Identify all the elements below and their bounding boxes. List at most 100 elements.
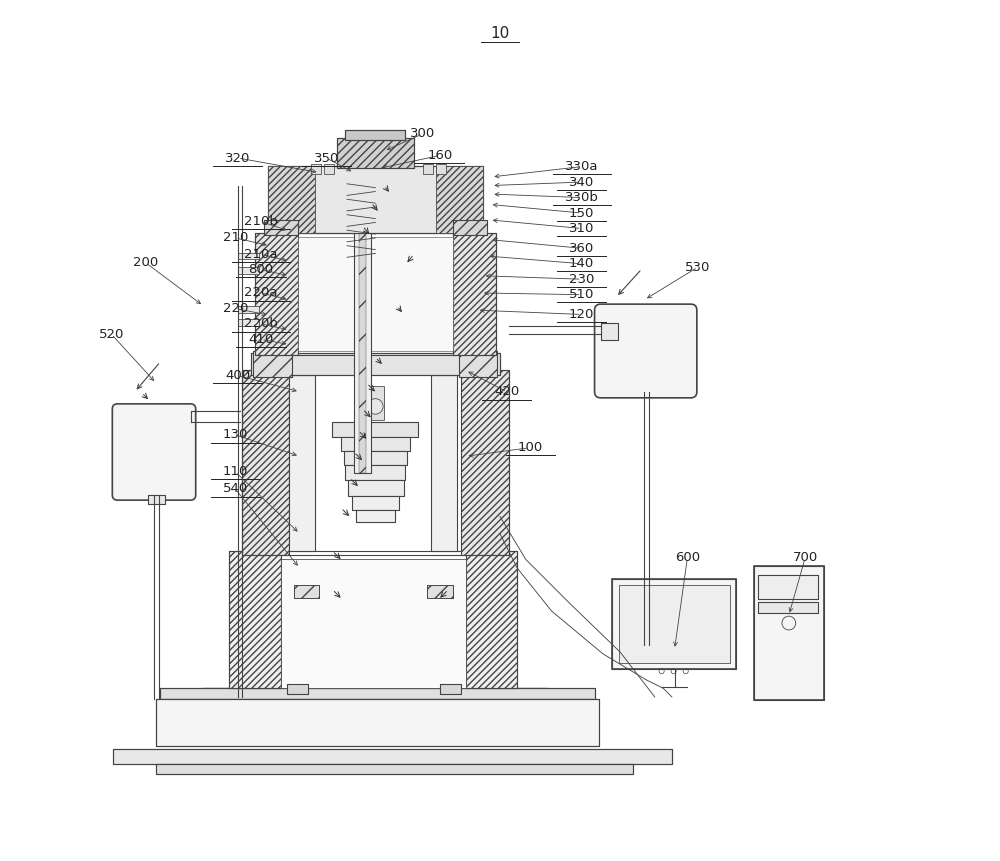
- Circle shape: [368, 399, 383, 414]
- Text: 360: 360: [569, 242, 594, 255]
- Text: 420: 420: [494, 386, 520, 399]
- Bar: [289, 375, 315, 551]
- Text: 320: 320: [225, 152, 251, 164]
- Bar: [356, 510, 395, 522]
- Bar: [264, 220, 298, 235]
- Text: 220a: 220a: [244, 287, 278, 300]
- Bar: [251, 353, 500, 375]
- Bar: [758, 575, 818, 599]
- Bar: [431, 375, 457, 551]
- Bar: [253, 351, 292, 377]
- Bar: [238, 306, 259, 313]
- Text: 310: 310: [569, 222, 594, 235]
- Bar: [264, 220, 298, 235]
- Bar: [160, 689, 595, 698]
- Text: 330b: 330b: [565, 191, 599, 204]
- Bar: [268, 165, 483, 232]
- Bar: [324, 164, 334, 174]
- Text: 350: 350: [314, 152, 339, 164]
- Bar: [352, 496, 399, 510]
- Text: 160: 160: [427, 149, 452, 162]
- Text: 210: 210: [223, 232, 248, 245]
- Bar: [453, 232, 496, 355]
- Bar: [341, 437, 410, 451]
- Bar: [612, 579, 736, 670]
- Text: 520: 520: [99, 328, 124, 341]
- Bar: [337, 139, 414, 168]
- Text: 700: 700: [793, 551, 818, 564]
- Bar: [427, 585, 453, 598]
- Bar: [148, 495, 165, 504]
- Text: 200: 200: [133, 257, 158, 269]
- Bar: [156, 698, 599, 746]
- Bar: [754, 567, 824, 699]
- Bar: [156, 698, 599, 746]
- Text: 330a: 330a: [565, 160, 598, 173]
- FancyBboxPatch shape: [112, 404, 196, 500]
- Bar: [461, 370, 509, 555]
- Bar: [356, 510, 395, 522]
- Text: 100: 100: [517, 441, 543, 455]
- Text: 10: 10: [490, 26, 510, 40]
- Bar: [453, 220, 487, 235]
- Bar: [345, 465, 405, 480]
- Bar: [332, 422, 418, 437]
- Bar: [427, 585, 453, 598]
- Bar: [436, 165, 483, 232]
- Bar: [344, 451, 407, 465]
- Text: 540: 540: [223, 482, 248, 495]
- Bar: [298, 237, 453, 350]
- Text: 220b: 220b: [244, 318, 278, 331]
- Bar: [352, 496, 399, 510]
- Text: 300: 300: [410, 127, 435, 140]
- Text: 230: 230: [569, 273, 594, 286]
- Bar: [754, 567, 824, 699]
- Text: 510: 510: [569, 288, 594, 301]
- Bar: [440, 684, 461, 695]
- Bar: [345, 130, 405, 140]
- Bar: [332, 422, 418, 437]
- Bar: [238, 252, 259, 259]
- Text: 530: 530: [685, 261, 710, 274]
- Text: 140: 140: [569, 257, 594, 270]
- Bar: [242, 370, 289, 555]
- Text: 400: 400: [225, 369, 250, 382]
- Bar: [345, 465, 405, 480]
- Bar: [255, 232, 496, 355]
- Bar: [619, 585, 730, 663]
- Text: 220: 220: [223, 302, 248, 315]
- Bar: [367, 386, 384, 420]
- Bar: [625, 646, 668, 661]
- Bar: [281, 560, 466, 689]
- Bar: [601, 323, 618, 340]
- Bar: [440, 684, 461, 695]
- Polygon shape: [173, 689, 577, 740]
- Bar: [612, 579, 736, 670]
- Bar: [354, 172, 371, 474]
- Bar: [113, 748, 672, 764]
- Bar: [238, 319, 259, 325]
- Bar: [289, 375, 315, 551]
- Bar: [758, 603, 818, 613]
- Bar: [113, 748, 672, 764]
- Bar: [229, 551, 517, 689]
- Bar: [423, 164, 433, 174]
- Text: 210a: 210a: [244, 248, 278, 261]
- Bar: [466, 551, 517, 689]
- Text: 150: 150: [569, 207, 594, 220]
- Bar: [341, 437, 410, 451]
- Bar: [354, 172, 371, 474]
- Bar: [348, 480, 404, 496]
- Bar: [238, 267, 259, 274]
- Bar: [601, 323, 618, 340]
- Text: 210b: 210b: [244, 215, 278, 228]
- Bar: [255, 232, 298, 355]
- Bar: [758, 603, 818, 613]
- Bar: [156, 764, 633, 774]
- Bar: [242, 370, 509, 555]
- Bar: [160, 689, 595, 698]
- Bar: [311, 164, 321, 174]
- Text: 800: 800: [248, 263, 274, 276]
- Bar: [253, 351, 292, 377]
- Bar: [625, 646, 668, 661]
